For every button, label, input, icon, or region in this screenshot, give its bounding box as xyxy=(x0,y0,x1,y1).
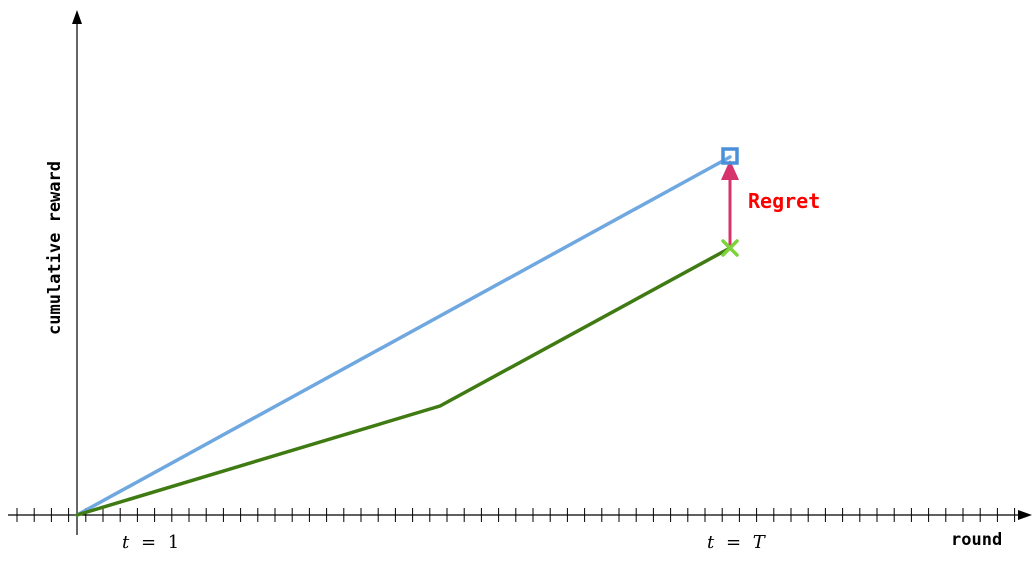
tick-label-end-op: = xyxy=(726,532,741,553)
tick-label-end-var: t xyxy=(707,532,715,553)
y-axis-label: cumulative reward xyxy=(45,161,65,335)
tick-label-start-var: t xyxy=(122,532,130,553)
tick-label-end: t = T xyxy=(707,532,767,553)
square-marker xyxy=(721,147,739,165)
x-axis-arrowhead xyxy=(1018,510,1032,520)
optimal-series-line xyxy=(75,155,732,517)
tick-label-start-op: = xyxy=(141,532,156,553)
algorithm-series-line xyxy=(75,246,732,517)
x-axis-ticks xyxy=(16,508,1016,522)
x-axis-label: round xyxy=(951,530,1002,550)
tick-label-start: t = 1 xyxy=(122,532,179,553)
x-marker xyxy=(721,239,739,257)
y-axis-arrowhead xyxy=(72,10,82,24)
regret-label: Regret xyxy=(748,189,820,213)
tick-label-end-val: T xyxy=(753,532,767,553)
tick-label-start-val: 1 xyxy=(168,532,179,553)
regret-arrow-head xyxy=(721,160,739,180)
